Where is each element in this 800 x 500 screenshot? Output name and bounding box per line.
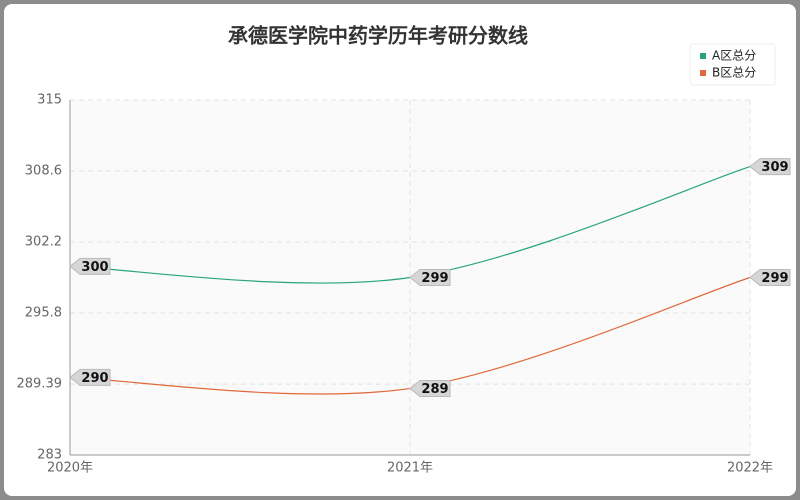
y-tick-label: 289.39 xyxy=(17,377,63,392)
value-label: 299 xyxy=(421,271,448,286)
value-label-bg xyxy=(749,158,791,176)
chart-title: 承德医学院中药学历年考研分数线 xyxy=(228,24,528,48)
value-label-bg xyxy=(409,269,451,286)
value-label: 290 xyxy=(81,371,108,386)
x-tick-label: 2020年 xyxy=(47,461,93,476)
y-tick-label: 308.6 xyxy=(25,164,62,179)
y-tick-label: 283 xyxy=(37,448,62,463)
legend-label: B区总分 xyxy=(712,66,756,80)
y-tick-label: 302.2 xyxy=(25,235,62,250)
legend-swatch xyxy=(700,53,706,59)
value-label-bg xyxy=(749,269,791,286)
x-tick-label: 2022年 xyxy=(727,461,773,476)
value-label: 309 xyxy=(761,160,788,175)
value-label-bg xyxy=(409,379,451,397)
value-label: 289 xyxy=(421,382,448,397)
y-tick-label: 295.8 xyxy=(25,306,62,321)
y-tick-label: 315 xyxy=(37,93,62,108)
value-label-bg xyxy=(69,368,111,386)
legend xyxy=(689,43,776,86)
x-tick-label: 2021年 xyxy=(387,461,433,476)
legend-swatch xyxy=(700,70,706,76)
value-label: 299 xyxy=(761,271,788,286)
legend-label: A区总分 xyxy=(712,49,756,63)
value-label-bg xyxy=(69,257,111,275)
value-label: 300 xyxy=(81,260,108,275)
